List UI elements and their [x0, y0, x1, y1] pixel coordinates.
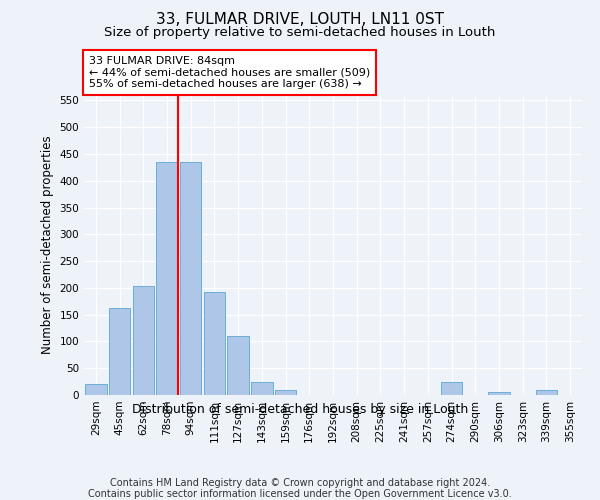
Bar — [109, 308, 130, 395]
Text: Contains HM Land Registry data © Crown copyright and database right 2024.
Contai: Contains HM Land Registry data © Crown c… — [88, 478, 512, 499]
Bar — [204, 292, 225, 395]
Bar — [157, 162, 178, 395]
Bar — [251, 382, 272, 395]
Bar — [133, 286, 154, 395]
Text: Size of property relative to semi-detached houses in Louth: Size of property relative to semi-detach… — [104, 26, 496, 39]
Bar — [227, 336, 249, 395]
Bar — [488, 392, 509, 395]
Text: 33, FULMAR DRIVE, LOUTH, LN11 0ST: 33, FULMAR DRIVE, LOUTH, LN11 0ST — [156, 12, 444, 28]
Y-axis label: Number of semi-detached properties: Number of semi-detached properties — [41, 136, 54, 354]
Bar — [180, 162, 202, 395]
Bar — [441, 382, 462, 395]
Text: Distribution of semi-detached houses by size in Louth: Distribution of semi-detached houses by … — [132, 402, 468, 415]
Bar — [275, 390, 296, 395]
Text: 33 FULMAR DRIVE: 84sqm
← 44% of semi-detached houses are smaller (509)
55% of se: 33 FULMAR DRIVE: 84sqm ← 44% of semi-det… — [89, 56, 370, 89]
Bar — [85, 384, 107, 395]
Bar — [536, 390, 557, 395]
